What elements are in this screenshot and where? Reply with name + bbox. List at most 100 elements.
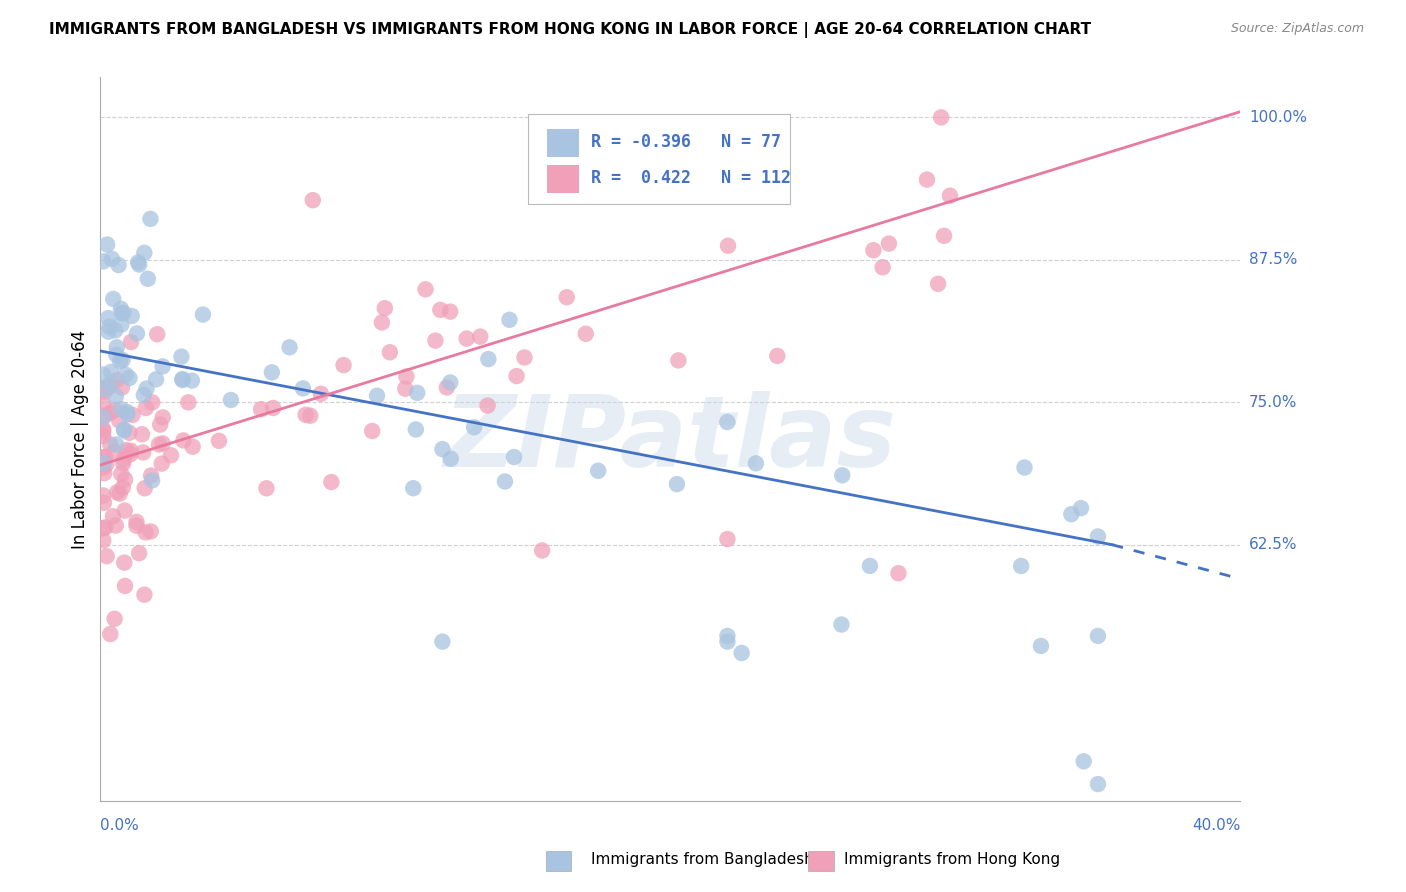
Point: [91, 254, 114, 268]
Point: [1010, 558, 1032, 573]
Point: [371, 316, 394, 330]
Point: [872, 260, 894, 275]
Point: [134, 481, 156, 495]
Point: [112, 452, 135, 467]
Point: [145, 372, 167, 386]
Text: Immigrants from Hong Kong: Immigrants from Hong Kong: [844, 852, 1060, 867]
Point: [108, 414, 131, 428]
Text: 62.5%: 62.5%: [1249, 537, 1298, 552]
Point: [505, 369, 527, 384]
Point: [98, 627, 121, 641]
Point: [531, 543, 554, 558]
Point: [716, 532, 738, 546]
Point: [456, 332, 478, 346]
Point: [110, 402, 132, 417]
Point: [91, 456, 114, 470]
Point: [121, 408, 143, 422]
Text: 87.5%: 87.5%: [1249, 252, 1298, 268]
Point: [141, 395, 163, 409]
Point: [256, 481, 278, 495]
Point: [177, 395, 200, 409]
Point: [716, 634, 738, 648]
Point: [94, 450, 117, 464]
Point: [128, 546, 150, 560]
Point: [321, 475, 343, 489]
Point: [191, 308, 214, 322]
Text: R =  0.422   N = 112: R = 0.422 N = 112: [591, 169, 790, 187]
Point: [110, 318, 132, 332]
Point: [1014, 460, 1036, 475]
Point: [929, 111, 952, 125]
Point: [134, 245, 156, 260]
Point: [110, 301, 132, 316]
Point: [105, 340, 128, 354]
FancyBboxPatch shape: [547, 129, 579, 157]
Point: [301, 193, 323, 207]
Point: [181, 440, 204, 454]
Point: [111, 481, 134, 495]
Point: [91, 397, 114, 411]
Point: [152, 436, 174, 450]
Point: [432, 634, 454, 648]
Point: [108, 486, 131, 500]
Point: [374, 301, 396, 316]
Text: 100.0%: 100.0%: [1249, 110, 1308, 125]
Point: [91, 381, 114, 395]
Point: [120, 447, 142, 461]
Point: [513, 351, 536, 365]
Point: [101, 252, 124, 266]
Point: [332, 358, 354, 372]
Point: [463, 420, 485, 434]
Point: [139, 468, 162, 483]
Point: [575, 326, 598, 341]
Point: [135, 525, 157, 540]
Point: [208, 434, 231, 448]
Point: [93, 496, 115, 510]
Point: [498, 312, 520, 326]
Point: [716, 629, 738, 643]
Point: [111, 381, 134, 395]
Point: [111, 353, 134, 368]
Point: [100, 376, 122, 390]
Point: [103, 444, 125, 458]
Point: [112, 456, 135, 470]
Point: [104, 323, 127, 337]
Point: [103, 292, 125, 306]
Point: [1087, 529, 1109, 543]
Point: [125, 518, 148, 533]
Point: [172, 434, 194, 448]
Point: [150, 457, 173, 471]
Point: [117, 407, 139, 421]
Point: [91, 410, 114, 425]
Point: [96, 549, 118, 564]
Point: [118, 425, 141, 440]
Point: [425, 334, 447, 348]
Point: [436, 380, 458, 394]
Point: [149, 417, 172, 432]
Point: [160, 448, 183, 462]
Point: [100, 365, 122, 379]
Point: [415, 282, 437, 296]
Text: R = -0.396   N = 77: R = -0.396 N = 77: [591, 134, 780, 152]
Point: [114, 503, 136, 517]
Point: [932, 228, 955, 243]
Point: [110, 467, 132, 481]
Point: [477, 352, 499, 367]
Point: [666, 353, 689, 368]
Point: [91, 368, 114, 382]
Point: [439, 304, 461, 318]
Point: [136, 272, 159, 286]
Point: [111, 306, 134, 320]
Point: [152, 410, 174, 425]
Point: [915, 172, 938, 186]
Point: [494, 475, 516, 489]
Point: [139, 524, 162, 539]
Point: [91, 521, 114, 535]
FancyBboxPatch shape: [547, 165, 579, 193]
Point: [294, 408, 316, 422]
Point: [395, 369, 418, 384]
Point: [219, 392, 242, 407]
Point: [101, 509, 124, 524]
Point: [1087, 777, 1109, 791]
Point: [112, 556, 135, 570]
